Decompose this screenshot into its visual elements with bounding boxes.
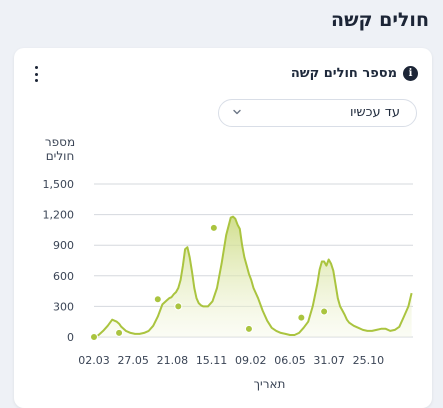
x-tick-label: 21.08: [157, 354, 189, 367]
severe-patients-card: מספר חולים קשה i עד עכשיו 0 300 600 900 1,20…: [14, 48, 432, 408]
x-tick-label: 02.03: [78, 354, 110, 367]
x-tick-label: 25.10: [353, 354, 385, 367]
y-tick-label: 0: [67, 331, 74, 344]
x-tick-label: 09.02: [235, 354, 267, 367]
y-tick-label: 300: [53, 300, 74, 313]
x-tick-label: 15.11: [196, 354, 228, 367]
data-point: [153, 295, 162, 304]
x-axis-label: תאריך: [254, 377, 286, 391]
data-point: [90, 333, 98, 341]
y-tick-label: 900: [53, 239, 74, 252]
data-point: [244, 324, 253, 333]
card-header: מספר חולים קשה i: [291, 66, 418, 81]
area-fill: [94, 216, 412, 337]
time-range-dropdown[interactable]: עד עכשיו: [218, 99, 417, 127]
data-point: [209, 223, 218, 232]
info-icon[interactable]: i: [403, 66, 418, 81]
chevron-down-icon: [233, 109, 241, 115]
data-point: [320, 307, 329, 316]
x-tick-label: 27.05: [117, 354, 149, 367]
data-point: [115, 328, 124, 337]
x-tick-label: 31.07: [313, 354, 345, 367]
y-tick-label: 600: [53, 270, 74, 283]
vertical-dots-icon[interactable]: [32, 66, 40, 82]
time-range-selected: עד עכשיו: [349, 105, 400, 120]
y-tick-label: 1,200: [43, 209, 75, 222]
y-axis-label: חולים: [46, 149, 75, 163]
data-point: [174, 302, 183, 311]
y-tick-label: 1,500: [43, 178, 75, 191]
y-axis-label: מספר: [45, 135, 75, 149]
card-title: מספר חולים קשה: [290, 66, 397, 81]
data-point: [297, 313, 306, 322]
series-line: [93, 215, 413, 338]
page-title: חולים קשה: [331, 9, 429, 31]
x-tick-label: 06.05: [274, 354, 306, 367]
